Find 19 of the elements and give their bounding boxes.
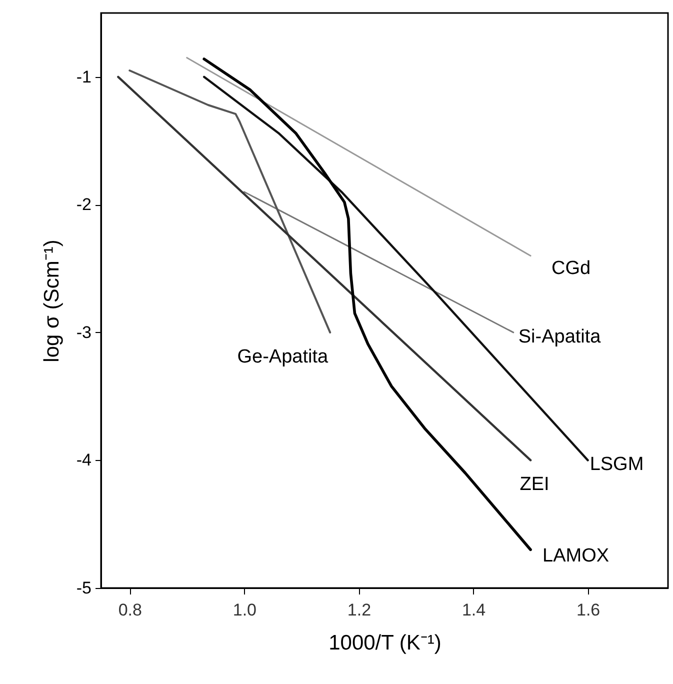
x-tick-label: 1.4 xyxy=(462,600,486,620)
series-label: LAMOX xyxy=(542,546,610,567)
y-tick-label: -5 xyxy=(76,578,92,598)
x-axis-title: 1000/T (K⁻¹) xyxy=(328,632,442,654)
y-tick-label: -1 xyxy=(76,67,92,86)
x-tick-label: 1.0 xyxy=(232,600,256,620)
series-label: LSGM xyxy=(590,454,644,476)
y-tick-label: -4 xyxy=(76,450,92,470)
series-label: ZEI xyxy=(520,474,550,496)
x-tick-label: 0.8 xyxy=(118,600,142,620)
y-axis-title: log σ (Scm⁻¹) xyxy=(40,240,64,362)
y-tick-label: -3 xyxy=(76,322,92,342)
x-tick-label: 1.2 xyxy=(347,600,372,620)
series-label: CGd xyxy=(552,258,591,279)
series-label: Si-Apatita xyxy=(518,326,602,348)
line-series xyxy=(128,70,332,334)
series-label: Ge-Apatita xyxy=(237,346,329,368)
x-tick-label: 1.6 xyxy=(576,600,600,620)
y-tick-label: -2 xyxy=(76,195,92,214)
